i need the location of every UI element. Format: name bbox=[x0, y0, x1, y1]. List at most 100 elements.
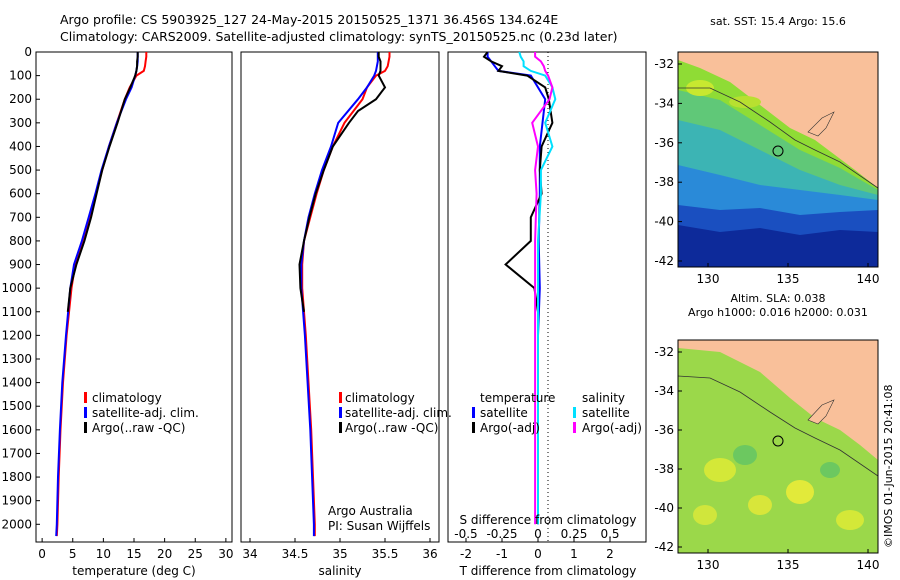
x-tick-label: 20 bbox=[157, 547, 172, 561]
series-line-t-satellite bbox=[486, 52, 547, 525]
depth-tick-label: 1500 bbox=[1, 399, 32, 413]
title-line-2: Climatology: CARS2009. Satellite-adjuste… bbox=[60, 29, 617, 44]
map-x-tick-label: 135 bbox=[777, 558, 800, 572]
x-tick-label: 35 bbox=[332, 547, 347, 561]
x-tick-label: 5 bbox=[69, 547, 77, 561]
x-tick-label: 0 bbox=[534, 547, 542, 561]
legend-swatch-climatology bbox=[84, 392, 87, 403]
credit-line-1: Argo Australia bbox=[328, 504, 413, 518]
series-line-satellite-adj-clim- bbox=[55, 52, 139, 537]
depth-tick-label: 1300 bbox=[1, 352, 32, 366]
map-y-tick-label: -40 bbox=[654, 501, 674, 515]
temperature-legend: climatology satellite-adj. clim. Argo(..… bbox=[84, 391, 199, 435]
series-line-s-argo-adj- bbox=[531, 52, 554, 525]
map-y-tick-label: -32 bbox=[654, 345, 674, 359]
s-difference-xlabel: S difference from climatology bbox=[460, 513, 637, 527]
x-tick-label: 36 bbox=[422, 547, 437, 561]
depth-tick-label: 1800 bbox=[1, 470, 32, 484]
temperature-axes-frame bbox=[35, 51, 233, 543]
legend-label-satellite: satellite-adj. clim. bbox=[345, 406, 452, 420]
map-x-tick-label: 135 bbox=[777, 272, 800, 286]
x-tick-label: -2 bbox=[460, 547, 472, 561]
sst-map-image bbox=[678, 52, 878, 267]
credit-line-2: PI: Susan Wijffels bbox=[328, 519, 430, 533]
map-x-tick-label: 140 bbox=[857, 272, 880, 286]
depth-tick-label: 400 bbox=[9, 139, 32, 153]
series-line-satellite-adj-clim- bbox=[300, 52, 379, 537]
series-line-argo-raw-qc- bbox=[298, 52, 387, 312]
series-line-argo-raw-qc- bbox=[66, 52, 139, 312]
legend-label-argo: Argo(..raw -QC) bbox=[345, 421, 438, 435]
map-x-tick-label: 130 bbox=[697, 272, 720, 286]
temperature-xlabel: temperature (deg C) bbox=[72, 564, 195, 578]
map-y-tick-label: -36 bbox=[654, 136, 674, 150]
depth-tick-labels: 0 100 200 300 400 500 600 700 800 900 1000 1100 1200… bbox=[1, 45, 40, 531]
x-tick-label: 0 bbox=[38, 547, 46, 561]
legend-swatch-satellite bbox=[84, 407, 87, 418]
top-tick-label: 0.5 bbox=[600, 527, 619, 541]
depth-tick-label: 500 bbox=[9, 163, 32, 177]
depth-tick-label: 1600 bbox=[1, 423, 32, 437]
depth-tick-label: 900 bbox=[9, 258, 32, 272]
map-y-tick-label: -42 bbox=[654, 254, 674, 268]
temperature-series bbox=[55, 52, 148, 537]
legend-label-s-argo: Argo(-adj) bbox=[582, 421, 642, 435]
sla-map-title-2: Argo h1000: 0.016 h2000: 0.031 bbox=[688, 306, 868, 319]
depth-tick-label: 2000 bbox=[1, 517, 32, 531]
sla-map-image bbox=[678, 340, 878, 553]
map-y-tick-label: -34 bbox=[654, 96, 674, 110]
depth-tick-label: 100 bbox=[9, 69, 32, 83]
x-tick-label: 30 bbox=[218, 547, 233, 561]
map-y-tick-label: -38 bbox=[654, 175, 674, 189]
depth-tick-label: 1700 bbox=[1, 446, 32, 460]
difference-axes-frame bbox=[447, 51, 647, 543]
legend-swatch-s-satellite bbox=[573, 407, 576, 418]
difference-panel: -2 -1 0 1 2 -0.5 -0.25 0 0.25 0.5 S difference f… bbox=[447, 51, 647, 578]
legend-swatch-t-argo bbox=[472, 422, 475, 433]
legend-header-temperature: temperature bbox=[480, 391, 555, 405]
legend-label-t-satellite: satellite bbox=[480, 406, 528, 420]
depth-tick-label: 800 bbox=[9, 234, 32, 248]
top-tick-label: -0.25 bbox=[486, 527, 517, 541]
series-line-s-satellite bbox=[518, 51, 557, 525]
legend-swatch-satellite bbox=[339, 407, 342, 418]
sst-map-frame bbox=[677, 51, 879, 268]
top-tick-label: 0 bbox=[534, 527, 542, 541]
map-y-tick-label: -42 bbox=[654, 540, 674, 554]
map-x-tick-label: 140 bbox=[857, 558, 880, 572]
x-tick-label: 25 bbox=[188, 547, 203, 561]
sst-map-panel: sat. SST: 15.4 Argo: 15.6 130 135 140 -32 -3… bbox=[654, 15, 879, 286]
map-x-tick-label: 130 bbox=[697, 558, 720, 572]
x-tick-label: 34.5 bbox=[282, 547, 309, 561]
x-tick-label: 35.5 bbox=[372, 547, 399, 561]
legend-label-s-satellite: satellite bbox=[582, 406, 630, 420]
x-tick-label: 10 bbox=[96, 547, 111, 561]
title-line-1: Argo profile: CS 5903925_127 24-May-2015… bbox=[60, 12, 558, 27]
salinity-panel: 34 34.5 35 35.5 36 salinity climatology sate… bbox=[240, 51, 452, 578]
temperature-panel: 0100200300400500600700800900100011001200… bbox=[1, 45, 233, 578]
map-y-tick-label: -36 bbox=[654, 423, 674, 437]
temperature-tick-labels: 0 5 10 15 20 25 30 bbox=[38, 538, 234, 561]
map-y-tick-label: -38 bbox=[654, 462, 674, 476]
depth-tick-label: 1200 bbox=[1, 328, 32, 342]
depth-tick-label: 300 bbox=[9, 116, 32, 130]
legend-label-t-argo: Argo(-adj) bbox=[480, 421, 540, 435]
sla-map-frame bbox=[677, 339, 879, 554]
legend-swatch-argo bbox=[84, 422, 87, 433]
sla-map-title-1: Altim. SLA: 0.038 bbox=[730, 292, 825, 305]
legend-label-climatology: climatology bbox=[345, 391, 415, 405]
depth-tick-label: 1100 bbox=[1, 305, 32, 319]
legend-label-satellite: satellite-adj. clim. bbox=[92, 406, 199, 420]
difference-legend: temperature salinity satellite Argo(-adj… bbox=[472, 391, 642, 435]
map-y-tick-label: -32 bbox=[654, 57, 674, 71]
depth-tick-label: 1400 bbox=[1, 376, 32, 390]
x-tick-label: 2 bbox=[606, 547, 614, 561]
map-y-tick-label: -34 bbox=[654, 384, 674, 398]
legend-swatch-argo bbox=[339, 422, 342, 433]
x-tick-label: 34 bbox=[242, 547, 257, 561]
t-difference-xlabel: T difference from climatology bbox=[459, 564, 637, 578]
sla-map-ticks: 130 135 140 -32 -34 -36 -38 -40 -42 bbox=[654, 345, 879, 572]
depth-tick-label: 1900 bbox=[1, 494, 32, 508]
depth-tick-label: 600 bbox=[9, 187, 32, 201]
